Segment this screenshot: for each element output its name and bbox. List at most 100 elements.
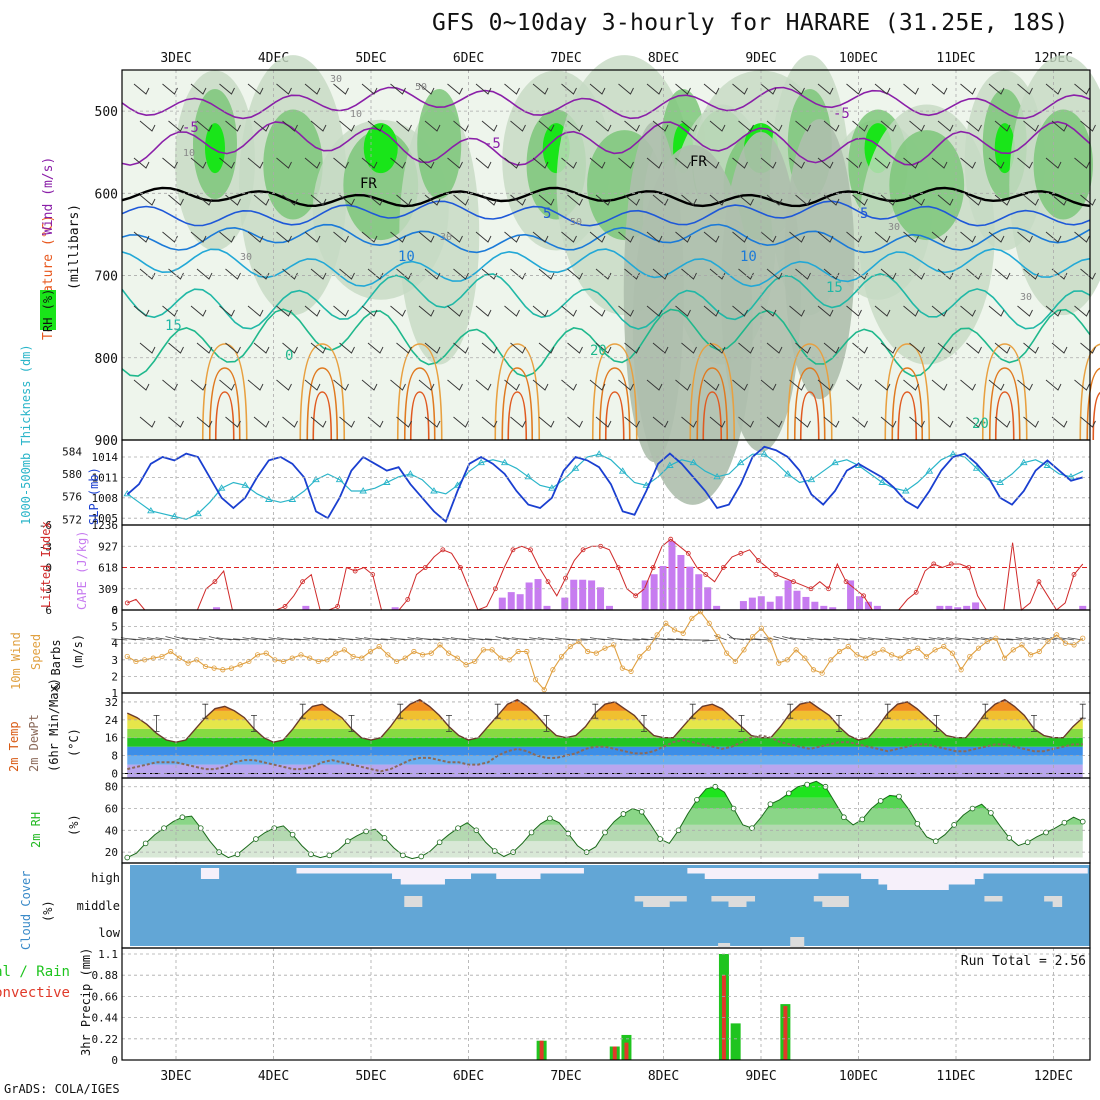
cape-bar <box>748 597 756 610</box>
cloud-block <box>305 868 315 874</box>
wind-barb <box>709 342 726 354</box>
precip-convective-bar <box>539 1040 544 1060</box>
wind-speed-marker <box>341 647 348 653</box>
wind-barb <box>681 194 697 206</box>
li-marker <box>493 586 498 592</box>
wind-barb <box>624 194 640 206</box>
cloud-block <box>852 868 862 874</box>
rh-band <box>127 797 1083 809</box>
wind-speed-marker <box>446 650 452 656</box>
cloud-block <box>200 868 211 879</box>
wind-barb <box>817 379 834 391</box>
wind-barb <box>367 416 384 428</box>
wind-speed-marker <box>671 627 678 633</box>
wind-speed-marker <box>1045 638 1051 645</box>
wind-ylabel-3: & Barbs <box>49 639 63 690</box>
wind-barb <box>481 120 498 132</box>
wind-barb <box>994 194 1011 206</box>
rh-marker <box>124 854 131 861</box>
bottom-date-label: 3DEC <box>160 1069 191 1084</box>
wind-barb <box>224 638 241 641</box>
wind-barb <box>468 637 484 641</box>
wind-barb <box>624 342 640 354</box>
cloud-block <box>719 896 730 902</box>
wind-speed-marker <box>385 652 391 658</box>
thickness-line <box>126 453 1084 520</box>
wind-barb <box>251 637 267 641</box>
cloud-block <box>409 868 419 885</box>
wind-barb <box>1024 637 1040 641</box>
wind-speed-marker <box>975 645 982 651</box>
cloud-tick-label: middle <box>77 899 120 913</box>
cape-bar <box>677 554 685 610</box>
rh-marker <box>344 838 351 845</box>
cape-bar <box>597 587 605 610</box>
thickness-marker <box>453 481 462 488</box>
li-marker <box>212 579 218 585</box>
wind-tick-label: 4 <box>111 637 118 650</box>
wind-speed-marker <box>133 658 139 665</box>
li-marker <box>738 550 744 556</box>
temp-tick-label: 24 <box>105 714 119 727</box>
warm-contour <box>786 343 833 441</box>
thickness-marker <box>689 458 698 466</box>
thickness-marker <box>265 495 273 502</box>
wind-barb <box>789 83 805 95</box>
cape-ylabel-g: CAPE (J/kg) <box>75 531 89 610</box>
wind-speed-marker <box>150 655 156 661</box>
wind-ylabel-1: 10m Wind <box>9 632 23 690</box>
wind-barb <box>852 120 868 132</box>
thickness-marker <box>1019 458 1028 466</box>
cape-bar <box>525 582 533 610</box>
cloud-block <box>668 896 679 902</box>
warm-contour <box>897 391 918 441</box>
minmax-bar <box>397 703 404 719</box>
rh-marker <box>179 814 186 821</box>
wind-barb <box>333 157 349 169</box>
wind-speed-marker <box>880 647 886 653</box>
bottom-date-label: 4DEC <box>258 1069 289 1084</box>
li-marker <box>913 589 919 595</box>
minmax-bar <box>543 714 550 732</box>
wind-barb <box>618 379 634 391</box>
rh-marker <box>418 853 425 860</box>
cape-bar <box>963 605 971 610</box>
wind-barb <box>1074 305 1090 317</box>
wind-barb <box>276 157 292 169</box>
minmax-bar <box>836 714 842 732</box>
wind-barb <box>495 636 510 641</box>
temp-contour <box>121 223 1091 254</box>
cloud-block <box>774 868 784 879</box>
wind-barb <box>333 379 349 391</box>
wind-speed-marker <box>393 658 400 665</box>
rh-shade-90 <box>417 89 462 199</box>
wind-tick-label: 6 <box>111 604 118 617</box>
cloud-block <box>800 868 810 879</box>
wind-barb <box>190 157 207 169</box>
wind-speed-marker <box>802 655 808 661</box>
wind-barb <box>795 416 811 428</box>
cape-bar <box>588 580 596 610</box>
li-marker <box>580 547 586 553</box>
cape-bar <box>1079 605 1087 610</box>
cape-bar <box>775 596 783 610</box>
wind-speed-marker <box>1019 642 1025 648</box>
cape-bar <box>507 592 515 610</box>
slp-frame <box>121 439 1091 526</box>
wind-barb <box>361 379 378 391</box>
wind-barb <box>760 231 777 243</box>
rh-marker <box>400 852 406 859</box>
wind-barb <box>595 342 612 354</box>
wind-barb <box>310 268 327 280</box>
wind-speed-marker <box>845 643 851 650</box>
wind-barb <box>545 638 562 641</box>
wind-barb <box>504 83 520 95</box>
wind-barb <box>247 379 264 391</box>
li-marker <box>457 565 463 570</box>
wind-speed-marker <box>637 653 643 660</box>
wind-barb <box>709 268 726 280</box>
rh-shade-95 <box>994 123 1015 174</box>
wind-barb <box>538 416 555 428</box>
wind-barb <box>681 120 697 132</box>
wind-barb <box>646 231 663 243</box>
